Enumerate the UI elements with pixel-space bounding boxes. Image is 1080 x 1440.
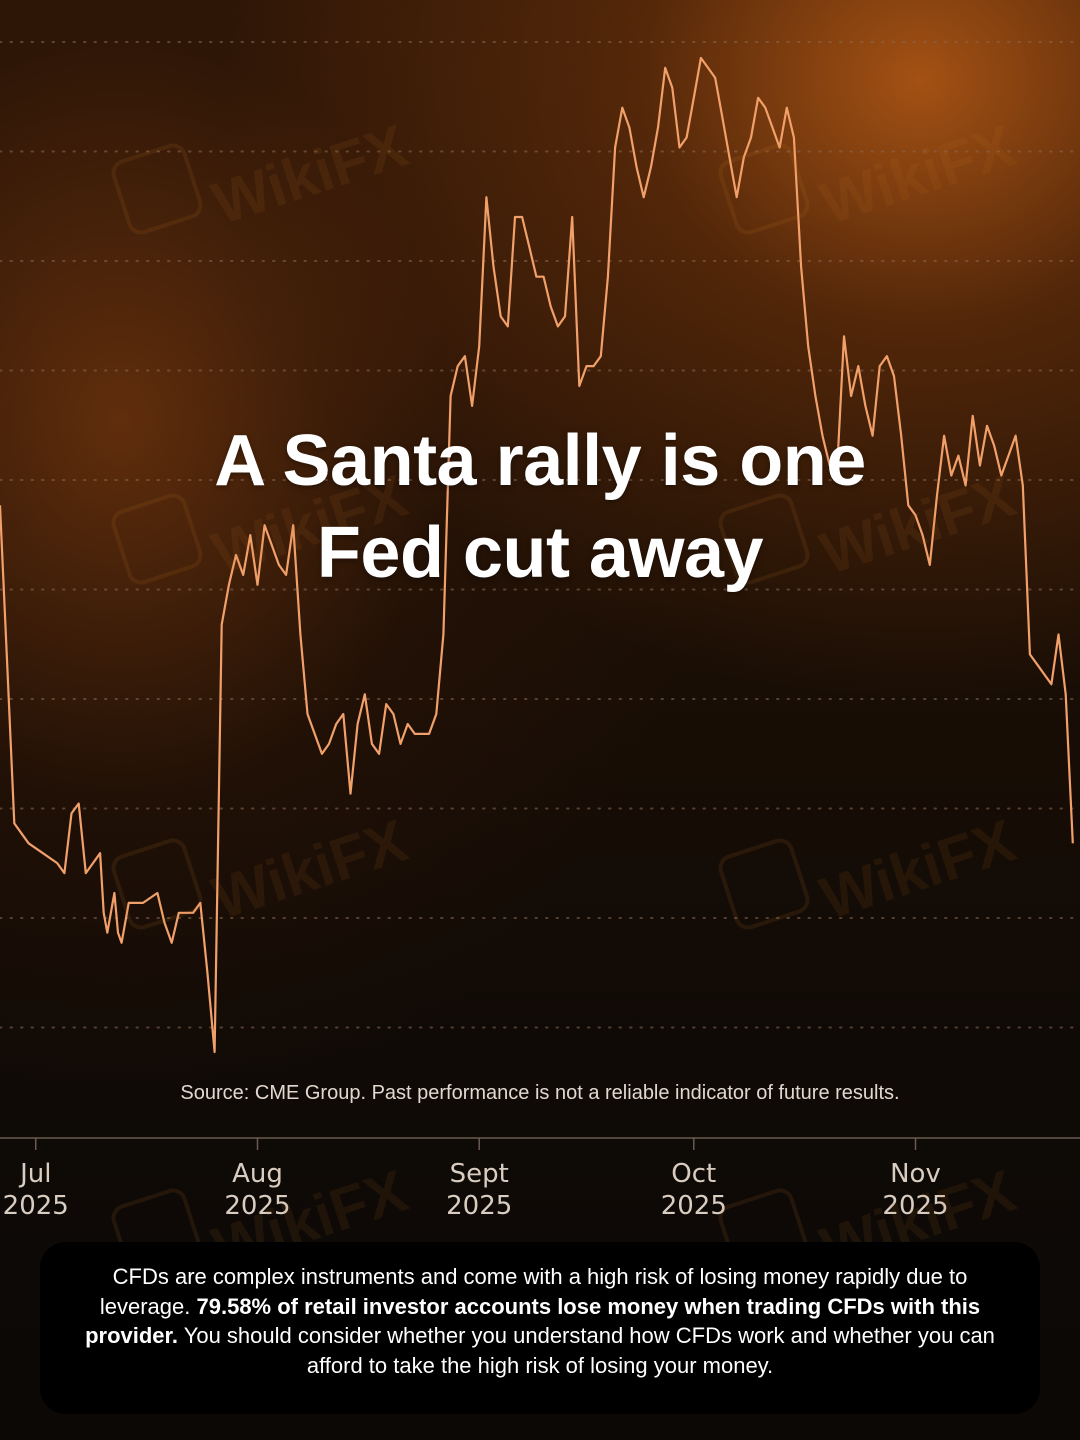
- grid-lines: [0, 41, 1080, 1029]
- headline-line-1: A Santa rally is one: [214, 421, 866, 501]
- x-tick-label-month: Nov: [890, 1159, 941, 1189]
- x-tick-label-year: 2025: [661, 1191, 727, 1221]
- disclaimer-text: CFDs are complex instruments and come wi…: [99, 1264, 968, 1319]
- x-tick-label-year: 2025: [3, 1191, 69, 1221]
- x-tick-label-year: 2025: [882, 1191, 948, 1221]
- price-line: [0, 56, 1074, 1054]
- x-tick-label-month: Jul: [18, 1159, 51, 1189]
- x-tick-label-month: Sept: [450, 1159, 509, 1189]
- x-tick-label-year: 2025: [446, 1191, 512, 1221]
- disclaimer-box: [40, 1242, 1040, 1414]
- series-group: [0, 56, 1074, 1054]
- risk-disclaimer: CFDs are complex instruments and come wi…: [70, 1262, 1010, 1380]
- x-tick-label-year: 2025: [224, 1191, 290, 1221]
- disclaimer-text: You should consider whether you understa…: [177, 1323, 995, 1378]
- x-tick-label-month: Aug: [232, 1159, 283, 1189]
- headline-line-2: Fed cut away: [316, 513, 764, 593]
- source-note: Source: CME Group. Past performance is n…: [180, 1082, 900, 1104]
- x-tick-label-month: Oct: [671, 1159, 716, 1189]
- disclaimer-bold-text: 79.58% of retail investor accounts lose …: [85, 1293, 981, 1349]
